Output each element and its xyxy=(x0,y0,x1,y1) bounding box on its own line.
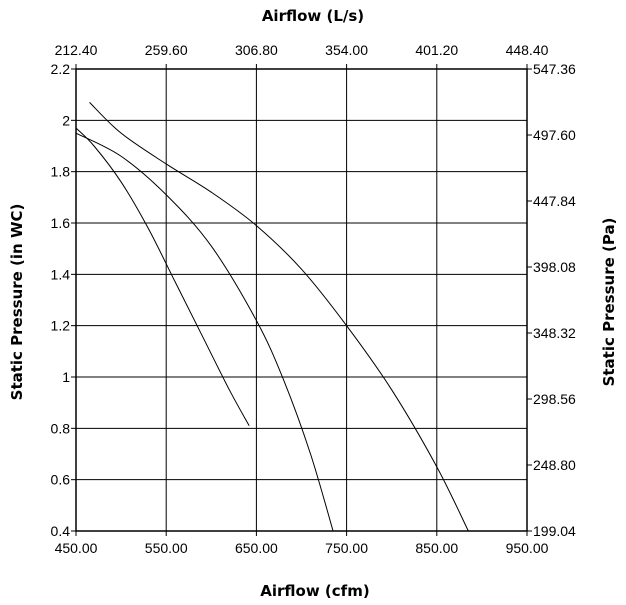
top-tick-label: 306.80 xyxy=(235,42,278,58)
left-tick-label: 0.6 xyxy=(51,472,71,488)
left-tick-label: 1 xyxy=(62,369,70,385)
curves xyxy=(75,102,469,532)
top-axis-title: Airflow (L/s) xyxy=(262,7,364,25)
bottom-tick-label: 750.00 xyxy=(325,540,368,556)
bottom-tick-label: 850.00 xyxy=(415,540,458,556)
left-tick-label: 1.2 xyxy=(51,318,71,334)
left-tick-label: 0.8 xyxy=(51,420,71,436)
top-tick-label: 259.60 xyxy=(145,42,188,58)
left-axis-title: Static Pressure (in WC) xyxy=(8,204,26,401)
curve-3 xyxy=(89,102,469,532)
left-tick-label: 0.4 xyxy=(51,523,71,539)
right-tick-label: 447.84 xyxy=(533,193,576,209)
right-axis-title: Static Pressure (Pa) xyxy=(600,218,618,387)
right-tick-label: 348.32 xyxy=(533,325,576,341)
right-tick-label: 298.56 xyxy=(533,391,576,407)
right-tick-label: 248.80 xyxy=(533,457,576,473)
curve-2 xyxy=(75,132,334,532)
right-tick-label: 497.60 xyxy=(533,127,576,143)
right-tick-label: 547.36 xyxy=(533,61,576,77)
right-tick-label: 199.04 xyxy=(533,523,576,539)
top-tick-label: 448.40 xyxy=(506,42,549,58)
bottom-axis-title: Airflow (cfm) xyxy=(260,582,369,600)
top-tick-label: 401.20 xyxy=(415,42,458,58)
plot-frame xyxy=(75,68,528,532)
left-tick-label: 1.6 xyxy=(51,215,71,231)
curve-1 xyxy=(75,127,250,427)
bottom-tick-label: 450.00 xyxy=(55,540,98,556)
left-tick-label: 1.8 xyxy=(51,164,71,180)
left-tick-label: 2.2 xyxy=(51,61,71,77)
top-tick-label: 212.40 xyxy=(55,42,98,58)
bottom-tick-label: 950.00 xyxy=(506,540,549,556)
right-tick-label: 398.08 xyxy=(533,259,576,275)
grid xyxy=(76,69,527,531)
tick-labels: 450.00 550.00 650.00 750.00 850.00 950.00212.… xyxy=(51,42,577,556)
bottom-tick-label: 650.00 xyxy=(235,540,278,556)
top-tick-label: 354.00 xyxy=(325,42,368,58)
bottom-tick-label: 550.00 xyxy=(145,540,188,556)
left-tick-label: 2 xyxy=(62,112,70,128)
tick-marks xyxy=(71,64,532,536)
left-tick-label: 1.4 xyxy=(51,266,71,282)
